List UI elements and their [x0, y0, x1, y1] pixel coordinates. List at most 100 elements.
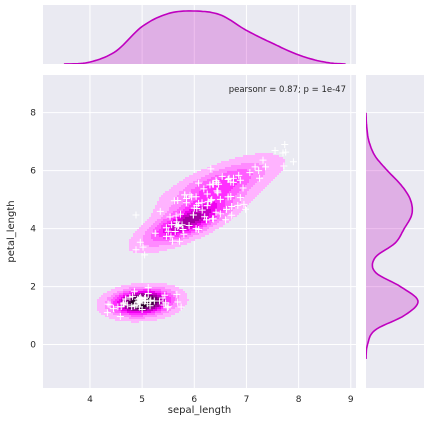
- scatter-point: [225, 174, 233, 182]
- y-tick-label: 6: [30, 167, 36, 177]
- scatter-point: [189, 211, 197, 219]
- scatter-point: [242, 205, 250, 213]
- scatter-point: [176, 237, 184, 245]
- scatter-point: [216, 210, 224, 218]
- scatter-point: [203, 202, 211, 210]
- scatter-point: [213, 178, 221, 186]
- x-tick-labels: 4 5 6 7 8 9: [87, 395, 354, 405]
- scatter-point: [201, 213, 209, 221]
- x-tick-label: 5: [139, 395, 145, 405]
- scatter-point: [164, 227, 172, 235]
- scatter-point: [180, 230, 188, 238]
- pearson-annotation: pearsonr = 0.87; p = 1e-47: [229, 85, 346, 95]
- scatter-point: [174, 223, 182, 231]
- y-axis-label: petal_length: [6, 200, 17, 262]
- x-tick-label: 6: [191, 395, 197, 405]
- scatter-point: [209, 180, 217, 188]
- right-marginal-grid: [366, 112, 424, 346]
- scatter-point: [110, 305, 118, 313]
- scatter-point: [212, 208, 220, 216]
- scatter-point: [164, 303, 172, 311]
- scatter-point: [151, 229, 159, 237]
- y-tick-label: 2: [30, 283, 36, 293]
- scatter-point: [163, 304, 171, 312]
- scatter-point: [186, 191, 194, 199]
- scatter-point: [228, 203, 236, 211]
- scatter-point: [166, 213, 174, 221]
- scatter-point: [216, 195, 224, 203]
- scatter-point: [138, 306, 146, 314]
- scatter-point: [132, 211, 140, 219]
- scatter-point: [207, 165, 215, 173]
- scatter-point: [156, 297, 164, 305]
- scatter-point: [103, 309, 111, 317]
- scatter-point: [222, 205, 230, 213]
- scatter-point: [227, 193, 235, 201]
- top-marginal-fill: [63, 10, 346, 64]
- scatter-point: [208, 196, 216, 204]
- scatter-point: [195, 226, 203, 234]
- scatter-point: [141, 251, 149, 259]
- scatter-point: [203, 190, 211, 198]
- scatter-point: [190, 204, 198, 212]
- scatter-point: [139, 243, 147, 251]
- scatter-point: [156, 207, 164, 215]
- scatter-point: [259, 156, 267, 164]
- right-marginal-background: [366, 75, 424, 388]
- scatter-point: [161, 291, 169, 299]
- scatter-point: [280, 162, 288, 170]
- scatter-point: [130, 287, 138, 295]
- y-tick-label: 8: [30, 109, 36, 119]
- scatter-point: [236, 176, 244, 184]
- scatter-point: [239, 184, 247, 192]
- scatter-point: [173, 290, 181, 298]
- scatter-point: [218, 172, 226, 180]
- scatter-point: [214, 187, 222, 195]
- scatter-point: [234, 201, 242, 209]
- scatter-point: [262, 163, 270, 171]
- scatter-point: [134, 298, 142, 306]
- scatter-point: [200, 185, 208, 193]
- scatter-point: [106, 301, 114, 309]
- scatter-point: [171, 228, 179, 235]
- scatter-point: [146, 297, 154, 305]
- x-axis-label: sepal_length: [168, 405, 232, 416]
- scatter-point: [195, 199, 203, 207]
- x-tick-label: 7: [244, 395, 250, 405]
- scatter-point: [135, 297, 143, 305]
- y-tick-labels: 0 2 4 6 8: [30, 109, 36, 351]
- scatter-point: [282, 148, 290, 156]
- scatter-point: [240, 200, 248, 208]
- scatter-point: [132, 246, 140, 254]
- scatter-point: [122, 295, 130, 303]
- scatter-point: [130, 302, 138, 310]
- scatter-point: [175, 222, 183, 230]
- y-tick-label: 0: [30, 341, 36, 351]
- scatter-point: [174, 298, 182, 306]
- scatter-point: [178, 221, 186, 229]
- scatter-point: [129, 292, 137, 300]
- scatter-point: [176, 210, 184, 218]
- scatter-point: [172, 212, 180, 220]
- scatter-point: [228, 211, 236, 219]
- scatter-point: [212, 176, 220, 184]
- scatter-point: [173, 218, 181, 226]
- scatter-point: [198, 206, 206, 214]
- scatter-point: [179, 226, 187, 234]
- scatter-point: [251, 163, 259, 171]
- scatter-point: [255, 167, 263, 175]
- top-marginal-background: [43, 5, 356, 64]
- scatter-point: [142, 293, 150, 301]
- scatter-point: [144, 284, 152, 292]
- x-tick-label: 4: [87, 395, 93, 405]
- scatter-point: [177, 303, 185, 311]
- scatter-point: [117, 303, 125, 311]
- scatter-point: [195, 179, 203, 187]
- scatter-point: [136, 238, 144, 246]
- scatter-point: [236, 194, 244, 202]
- scatter-point: [120, 299, 128, 307]
- scatter-point: [204, 198, 212, 206]
- x-tick-label: 9: [348, 395, 354, 405]
- kde-level-5: [117, 201, 217, 313]
